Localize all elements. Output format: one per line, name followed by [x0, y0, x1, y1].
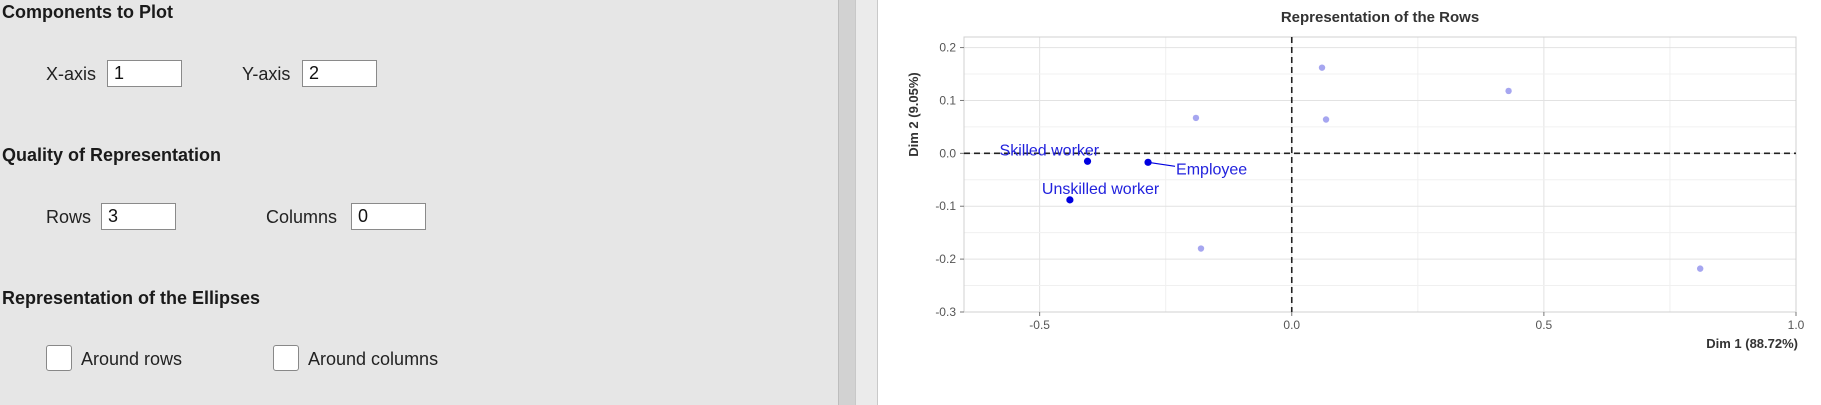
grid-lines: [964, 37, 1797, 313]
point-label: Skilled worker: [1000, 142, 1100, 159]
data-point: [1083, 157, 1092, 165]
y-tick-label: 0.1: [939, 93, 956, 107]
around-rows-label: Around rows: [81, 349, 183, 369]
y-tick-label: -0.3: [935, 305, 956, 319]
settings-panel: Components to Plot X-axis Y-axis Quality…: [0, 0, 838, 405]
point-label: Unskilled worker: [1042, 181, 1160, 198]
x-axis-title: Dim 1 (88.72%): [1706, 336, 1798, 351]
y-tick-label: 0.0: [939, 146, 956, 160]
data-point: [1066, 196, 1074, 204]
data-point: [1197, 245, 1205, 252]
chart-title: Representation of the Rows: [1281, 9, 1479, 26]
y-axis-title: Dim 2 (9.05%): [906, 72, 921, 157]
label-leader-line: [1147, 161, 1176, 167]
plot-frame: [963, 36, 1797, 313]
y-tick-label: -0.1: [935, 199, 956, 213]
x-tick-label: 0.0: [1283, 318, 1300, 332]
panel-splitter[interactable]: [838, 0, 856, 405]
around-rows-checkbox[interactable]: [46, 345, 72, 371]
quality-title: Quality of Representation: [2, 145, 222, 165]
ellipses-title: Representation of the Ellipses: [2, 288, 261, 308]
scatter-plot: -0.5 0.0 0.5 1.0 0.2 0.1 0.0 -0.1 -0.2 -0.3 Skill…: [906, 9, 1805, 351]
xaxis-label: X-axis: [46, 64, 97, 84]
columns-label: Columns: [266, 207, 338, 227]
yaxis-label: Y-axis: [242, 64, 291, 84]
data-points: Skilled worker Employee Unskilled worker: [1000, 64, 1704, 272]
rows-input[interactable]: [101, 203, 176, 230]
columns-input[interactable]: [351, 203, 426, 230]
x-tick-label: 0.5: [1536, 318, 1553, 332]
rows-label: Rows: [46, 207, 92, 227]
data-point: [1505, 87, 1512, 95]
plot-area: -0.5 0.0 0.5 1.0 0.2 0.1 0.0 -0.1 -0.2 -0.3 Skill…: [878, 0, 1821, 405]
around-columns-label: Around columns: [308, 349, 439, 369]
data-point: [1192, 114, 1200, 122]
yaxis-input[interactable]: [302, 60, 377, 87]
data-point: [1144, 158, 1152, 166]
reference-lines: [964, 37, 1796, 312]
splitter-gap: [856, 0, 878, 405]
axis-ticks: -0.5 0.0 0.5 1.0 0.2 0.1 0.0 -0.1 -0.2 -0.3: [935, 41, 1804, 332]
data-point: [1696, 265, 1704, 272]
data-point: [1318, 64, 1326, 71]
components-title: Components to Plot: [2, 2, 173, 22]
xaxis-input[interactable]: [107, 60, 182, 87]
point-label: Employee: [1176, 161, 1247, 178]
around-columns-checkbox[interactable]: [273, 345, 299, 371]
x-tick-label: -0.5: [1029, 318, 1050, 332]
x-tick-label: 1.0: [1788, 318, 1805, 332]
data-point: [1322, 116, 1330, 123]
y-tick-label: 0.2: [939, 41, 956, 55]
y-tick-label: -0.2: [935, 252, 956, 266]
